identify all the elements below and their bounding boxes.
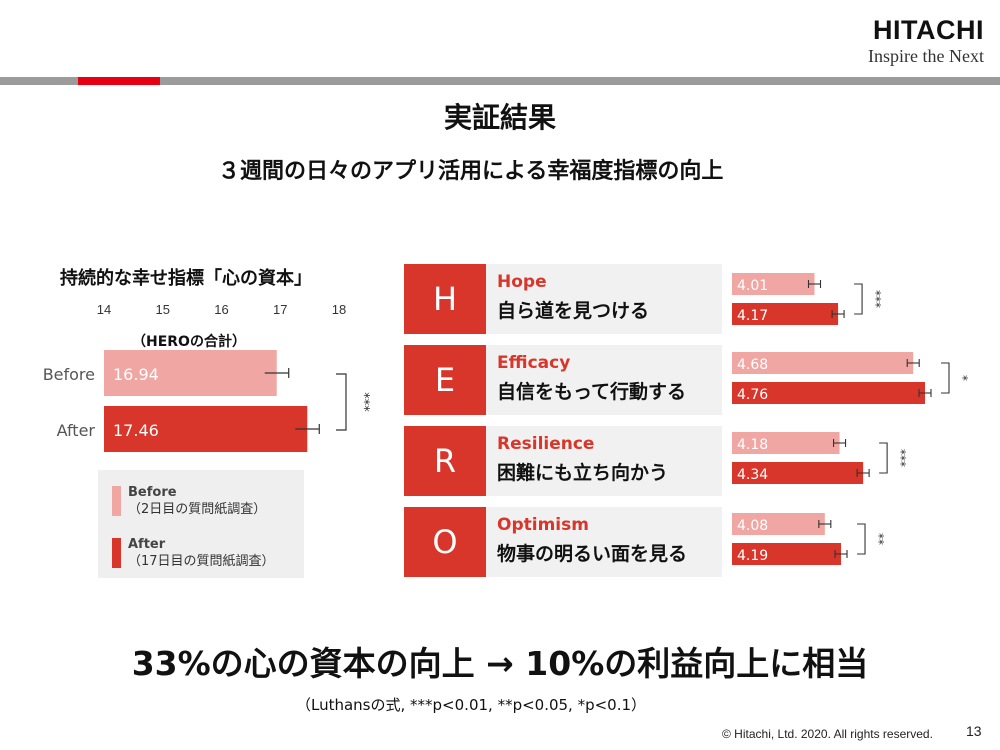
copyright: © Hitachi, Ltd. 2020. All rights reserve… bbox=[722, 727, 933, 741]
significance-bracket-efficacy bbox=[941, 362, 950, 394]
significance-bracket bbox=[336, 373, 347, 431]
significance-stars-efficacy: * bbox=[956, 375, 970, 381]
legend-detail-after: （17日目の質問紙調査） bbox=[128, 554, 275, 569]
x-tick-label-2: 16 bbox=[214, 302, 228, 317]
legend-label-before: Before bbox=[128, 485, 177, 500]
hero-letter-h: H bbox=[404, 264, 486, 334]
hero-chart: 4.01 4.17 *** 4.68 4.76 * 4.18 4.34 *** 4.08 4.19 *… bbox=[732, 273, 970, 565]
hero-ja-efficacy: 自信をもって行動する bbox=[497, 381, 687, 403]
hero-en-optimism: Optimism bbox=[497, 515, 589, 535]
hero-letter-e: E bbox=[404, 345, 486, 415]
x-tick-label-1: 15 bbox=[156, 302, 170, 317]
x-tick-label-3: 17 bbox=[273, 302, 287, 317]
hitachi-logo: HITACHI Inspire the Next bbox=[868, 16, 984, 66]
significance-bracket-optimism bbox=[857, 523, 866, 555]
hero-ja-resilience: 困難にも立ち向かう bbox=[497, 462, 669, 484]
hero-letter-r: R bbox=[404, 426, 486, 496]
page-number: 13 bbox=[966, 723, 982, 739]
significance-bracket-resilience bbox=[879, 442, 888, 474]
significance-stars: *** bbox=[356, 392, 371, 412]
significance-stars-optimism: ** bbox=[872, 533, 886, 545]
left-chart-sublabel: （HEROの合計） bbox=[132, 334, 246, 350]
top-divider bbox=[0, 77, 1000, 85]
footnote: （Luthansの式, ***p<0.01, **p<0.05, *p<0.1） bbox=[296, 696, 647, 714]
hero-en-resilience: Resilience bbox=[497, 434, 595, 454]
x-tick-label-4: 18 bbox=[332, 302, 346, 317]
bar-value-optimism-after: 4.19 bbox=[737, 548, 768, 564]
significance-bracket-hope bbox=[854, 283, 863, 315]
hero-ja-hope: 自ら道を見つける bbox=[497, 300, 650, 322]
category-label-after: After bbox=[57, 421, 96, 440]
bar-efficacy-after bbox=[732, 382, 925, 404]
bar-value-before: 16.94 bbox=[113, 365, 159, 384]
significance-stars-hope: *** bbox=[869, 290, 883, 308]
hero-panel-hope: Hope 自ら道を見つける bbox=[486, 264, 722, 334]
legend-swatch-before bbox=[112, 486, 121, 516]
left-chart-title: 持続的な幸せ指標「心の資本」 bbox=[60, 268, 312, 289]
logo-brand: HITACHI bbox=[873, 15, 984, 45]
bar-value-resilience-after: 4.34 bbox=[737, 467, 768, 483]
bar-hope-after bbox=[732, 303, 839, 325]
chart-legend: Before （2日目の質問紙調査） After （17日目の質問紙調査） bbox=[98, 470, 304, 578]
bar-optimism-before bbox=[732, 513, 825, 535]
bar-value-hope-before: 4.01 bbox=[737, 278, 768, 294]
hero-panel-resilience: Resilience 困難にも立ち向かう bbox=[486, 426, 722, 496]
legend-swatch-after bbox=[112, 538, 121, 568]
slide-subtitle: ３週間の日々のアプリ活用による幸福度指標の向上 bbox=[218, 159, 724, 184]
top-divider-accent bbox=[78, 77, 160, 85]
slide-title: 実証結果 bbox=[443, 101, 556, 134]
hero-en-hope: Hope bbox=[497, 272, 547, 292]
bottom-message: 33%の心の資本の向上 → 10%の利益向上に相当 bbox=[131, 644, 869, 683]
bar-hope-before bbox=[732, 273, 815, 295]
hero-en-efficacy: Efficacy bbox=[497, 353, 571, 373]
x-tick-label-0: 14 bbox=[97, 302, 111, 317]
bar-value-hope-after: 4.17 bbox=[737, 308, 768, 324]
significance-stars-resilience: *** bbox=[894, 449, 908, 467]
hero-panel-efficacy: Efficacy 自信をもって行動する bbox=[486, 345, 722, 415]
bar-value-optimism-before: 4.08 bbox=[737, 518, 768, 534]
bar-after bbox=[104, 406, 308, 452]
hero-letter-o: O bbox=[404, 507, 486, 577]
category-label-before: Before bbox=[43, 365, 95, 384]
bar-before bbox=[104, 350, 277, 396]
bar-value-efficacy-after: 4.76 bbox=[737, 387, 768, 403]
bar-resilience-after bbox=[732, 462, 864, 484]
hero-ja-optimism: 物事の明るい面を見る bbox=[497, 543, 688, 565]
bar-value-after: 17.46 bbox=[113, 421, 159, 440]
bar-resilience-before bbox=[732, 432, 840, 454]
hero-panel-optimism: Optimism 物事の明るい面を見る bbox=[486, 507, 722, 577]
bar-efficacy-before bbox=[732, 352, 914, 374]
legend-detail-before: （2日目の質問紙調査） bbox=[128, 502, 267, 517]
bar-optimism-after bbox=[732, 543, 842, 565]
legend-label-after: After bbox=[128, 537, 166, 552]
bar-value-resilience-before: 4.18 bbox=[737, 437, 768, 453]
logo-tagline: Inspire the Next bbox=[868, 46, 984, 66]
bar-value-efficacy-before: 4.68 bbox=[737, 357, 768, 373]
capital-chart: 14 15 16 17 18 Before 16.94 After 17.46 *** bbox=[43, 302, 371, 452]
